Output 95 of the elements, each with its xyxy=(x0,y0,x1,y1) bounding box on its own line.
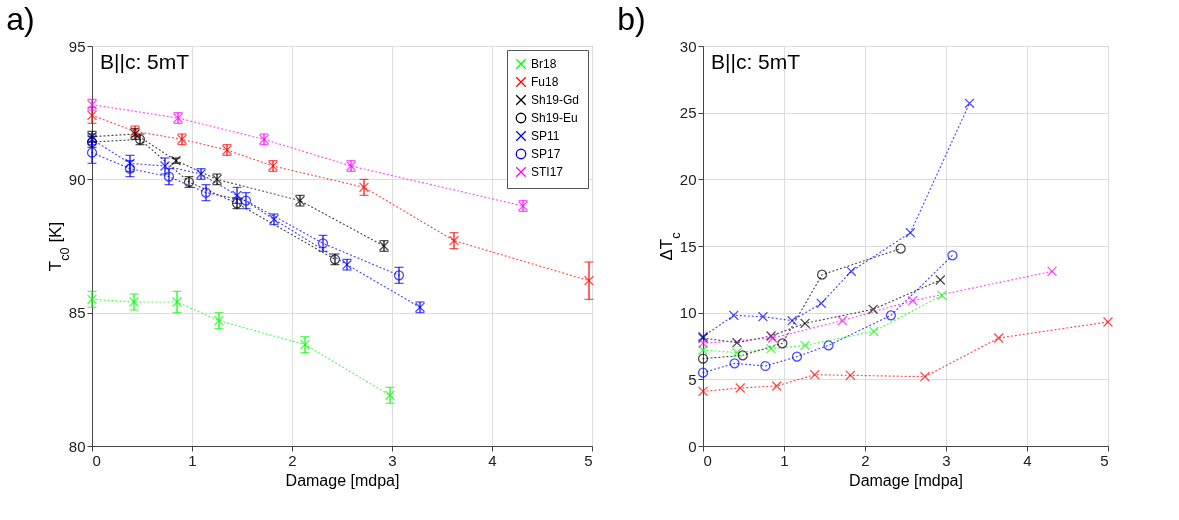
point xyxy=(771,380,782,392)
point xyxy=(86,294,98,305)
legend-label: Sh19-Gd xyxy=(531,93,580,107)
y-tick-label: 20 xyxy=(679,170,697,188)
y-tick-label: 15 xyxy=(679,237,697,255)
point xyxy=(697,338,709,349)
point xyxy=(393,270,405,281)
point xyxy=(935,274,946,286)
point xyxy=(448,235,460,246)
chart-title: a) xyxy=(6,1,35,37)
chart-title: b) xyxy=(617,1,646,37)
point xyxy=(936,290,948,301)
point xyxy=(1046,266,1058,277)
point xyxy=(1102,316,1114,328)
legend-label: SP11 xyxy=(531,129,560,143)
y-tick-label: 10 xyxy=(679,304,697,322)
x-tick-label: 3 xyxy=(388,451,397,469)
point xyxy=(86,110,98,121)
legend-label: Br18 xyxy=(531,57,557,71)
point xyxy=(731,337,743,348)
point xyxy=(299,339,311,350)
point xyxy=(885,310,897,321)
point xyxy=(765,343,777,354)
annotation: B||c: 5mT xyxy=(711,50,801,73)
point xyxy=(358,182,370,193)
legend-label: Sh19-Eu xyxy=(531,111,578,125)
point xyxy=(728,310,739,321)
point xyxy=(907,295,918,306)
x-axis-title: Damage [mdpa] xyxy=(849,471,963,489)
point xyxy=(200,187,212,198)
point xyxy=(317,238,329,249)
point xyxy=(867,304,879,315)
point xyxy=(240,195,252,206)
x-tick-label: 2 xyxy=(288,451,297,469)
point xyxy=(760,360,771,372)
x-tick-label: 5 xyxy=(1100,451,1109,469)
point xyxy=(124,163,136,174)
point xyxy=(846,266,857,277)
point xyxy=(697,344,709,356)
point xyxy=(919,371,931,382)
point xyxy=(583,275,595,286)
point xyxy=(757,311,769,322)
x-axis-title: Damage [mdpa] xyxy=(285,471,400,489)
legend-label: STI17 xyxy=(531,165,564,179)
point xyxy=(213,315,225,326)
x-tick-label: 5 xyxy=(584,451,593,469)
y-tick-label: 0 xyxy=(688,437,697,455)
point xyxy=(731,347,743,358)
y-tick-label: 95 xyxy=(68,37,86,55)
x-tick-label: 0 xyxy=(703,451,712,469)
x-tick-label: 0 xyxy=(92,451,101,469)
point xyxy=(729,358,740,369)
point xyxy=(786,315,798,326)
point xyxy=(895,243,906,254)
point xyxy=(809,369,820,380)
point xyxy=(697,353,709,364)
y-tick-label: 85 xyxy=(68,304,86,322)
point xyxy=(86,147,98,158)
point xyxy=(737,350,748,361)
y-tick-label: 30 xyxy=(679,37,697,55)
point xyxy=(993,332,1004,344)
point xyxy=(124,158,136,169)
point xyxy=(171,296,183,308)
y-tick-label: 25 xyxy=(679,104,697,122)
x-tick-label: 4 xyxy=(488,451,497,469)
point xyxy=(791,351,803,362)
y-tick-label: 80 xyxy=(68,437,86,455)
point xyxy=(697,367,709,378)
y-tick-label: 90 xyxy=(68,170,86,188)
y-tick-label: 5 xyxy=(688,370,697,388)
point xyxy=(799,318,811,329)
point xyxy=(799,340,811,351)
x-tick-label: 1 xyxy=(188,451,197,469)
point xyxy=(845,370,856,381)
point xyxy=(735,382,746,394)
point xyxy=(384,390,396,401)
point xyxy=(837,315,848,326)
point xyxy=(697,386,709,397)
legend-label: SP17 xyxy=(531,147,561,161)
x-tick-label: 2 xyxy=(861,451,870,469)
point xyxy=(964,98,975,109)
point xyxy=(868,326,880,337)
annotation: B||c: 5mT xyxy=(100,50,190,73)
point xyxy=(777,338,788,349)
point xyxy=(163,171,175,182)
point xyxy=(816,298,827,309)
x-tick-label: 3 xyxy=(942,451,951,469)
point xyxy=(816,269,828,280)
x-tick-label: 4 xyxy=(1023,451,1032,469)
point xyxy=(905,227,916,238)
point xyxy=(947,250,958,261)
legend-label: Fu18 xyxy=(531,75,559,89)
point xyxy=(823,340,834,351)
point xyxy=(231,190,243,201)
x-tick-label: 1 xyxy=(780,451,789,469)
